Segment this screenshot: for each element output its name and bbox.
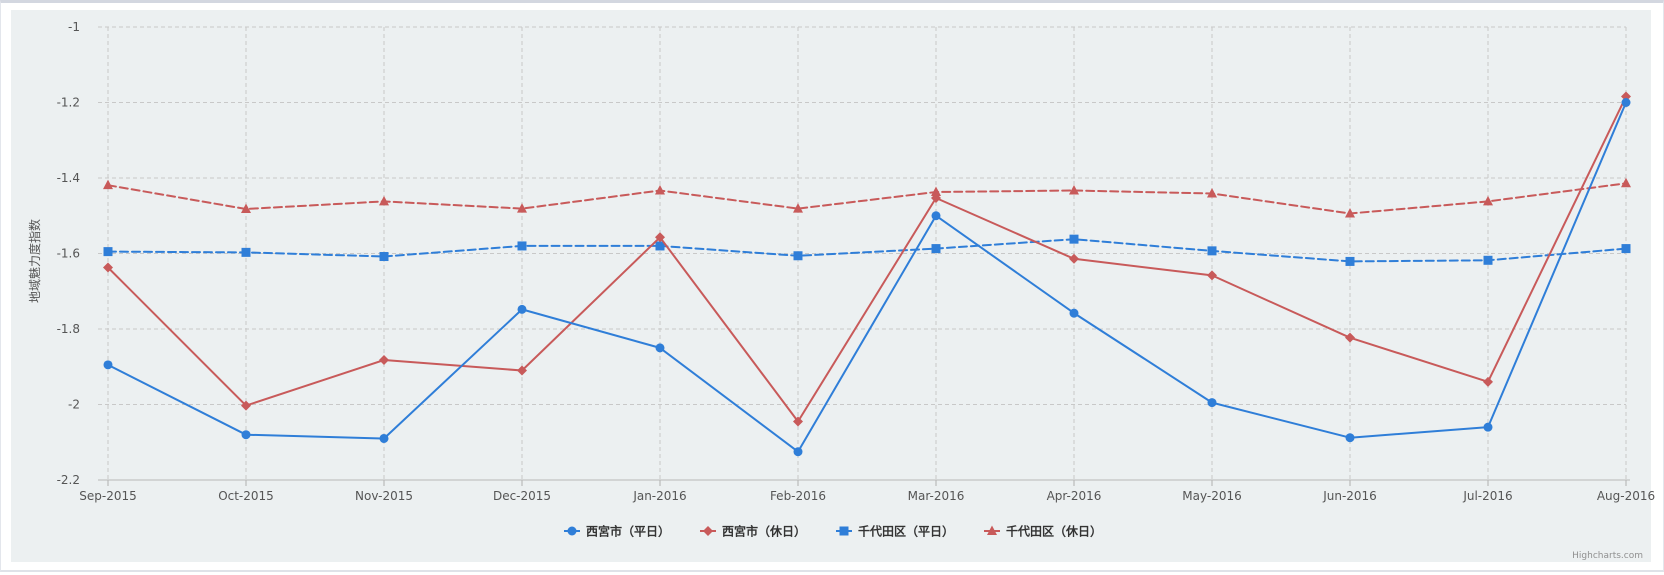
- data-point[interactable]: [1345, 332, 1355, 343]
- series-line[interactable]: [107, 95, 1627, 423]
- legend-marker-icon: [703, 526, 713, 536]
- data-point[interactable]: [1483, 422, 1493, 432]
- data-point[interactable]: [379, 195, 389, 206]
- data-point[interactable]: [1621, 98, 1631, 107]
- data-point[interactable]: [655, 184, 665, 195]
- series-3: [103, 177, 1631, 218]
- series-line[interactable]: [107, 101, 1627, 453]
- data-point[interactable]: [379, 354, 389, 365]
- axes: -1 -1.2 -1.4 -1.6 -1.8 -2 -2.2 Sep-2015 Oct-2015…: [57, 20, 1656, 503]
- data-point[interactable]: [241, 430, 251, 440]
- data-point[interactable]: [1069, 253, 1079, 264]
- data-point[interactable]: [103, 179, 113, 190]
- data-point[interactable]: [379, 252, 389, 262]
- data-point[interactable]: [379, 433, 389, 443]
- data-point[interactable]: [517, 241, 527, 251]
- data-point[interactable]: [241, 203, 251, 213]
- data-point[interactable]: [1345, 256, 1355, 266]
- y-tick-label: -2: [68, 398, 80, 412]
- data-point[interactable]: [241, 400, 251, 411]
- y-tick-label: -1.6: [57, 247, 80, 261]
- data-point[interactable]: [1207, 187, 1217, 198]
- y-tick-label: -1.4: [57, 171, 80, 185]
- x-tick-label: Jan-2016: [632, 489, 686, 503]
- x-tick-label: Apr-2016: [1047, 489, 1102, 503]
- series-0: [103, 98, 1631, 457]
- x-tick-label: Oct-2015: [218, 489, 274, 503]
- x-tick-label: Feb-2016: [770, 489, 826, 503]
- data-point[interactable]: [1621, 177, 1631, 188]
- data-point[interactable]: [103, 247, 113, 257]
- data-point[interactable]: [1483, 255, 1493, 265]
- x-tick-label: Jun-2016: [1322, 489, 1377, 503]
- data-point[interactable]: [931, 211, 941, 221]
- data-point[interactable]: [103, 262, 113, 273]
- data-point[interactable]: [655, 241, 665, 251]
- y-axis-title: 地域魅力度指数: [27, 219, 42, 303]
- data-point[interactable]: [931, 186, 941, 196]
- legend[interactable]: 西宮市（平日） 西宮市（休日） 千代田区（平日） 千代田区（休日）: [564, 524, 1102, 539]
- credits-link[interactable]: Highcharts.com: [1572, 551, 1643, 561]
- legend-marker-icon: [987, 525, 997, 535]
- legend-label: 千代田区（平日）: [858, 524, 954, 539]
- series-1: [103, 91, 1631, 427]
- series-2: [103, 234, 1631, 266]
- x-tick-label: May-2016: [1182, 489, 1241, 503]
- data-point[interactable]: [1207, 398, 1217, 408]
- data-point[interactable]: [517, 304, 527, 314]
- legend-item-2[interactable]: 千代田区（平日）: [836, 524, 954, 539]
- x-tick-label: Nov-2015: [355, 489, 413, 503]
- data-point[interactable]: [1621, 244, 1631, 254]
- data-point[interactable]: [1207, 270, 1217, 281]
- legend-label: 千代田区（休日）: [1006, 524, 1102, 539]
- chart-background: [11, 10, 1651, 562]
- series: [103, 91, 1631, 457]
- line-chart: -1 -1.2 -1.4 -1.6 -1.8 -2 -2.2 Sep-2015 Oct-2015…: [11, 10, 1656, 562]
- data-point[interactable]: [1069, 234, 1079, 244]
- data-point[interactable]: [1483, 376, 1493, 387]
- x-tick-label: Sep-2015: [79, 489, 137, 503]
- x-tick-label: Aug-2016: [1597, 489, 1655, 503]
- data-point[interactable]: [1069, 184, 1079, 195]
- x-tick-label: Jul-2016: [1462, 489, 1512, 503]
- data-point[interactable]: [103, 360, 113, 370]
- data-point[interactable]: [793, 251, 803, 261]
- data-point[interactable]: [1345, 207, 1355, 218]
- y-tick-label: -1.2: [57, 96, 80, 110]
- legend-item-1[interactable]: 西宮市（休日）: [700, 524, 806, 539]
- data-point[interactable]: [1345, 433, 1355, 443]
- data-point[interactable]: [1207, 246, 1217, 256]
- legend-marker-icon: [839, 526, 849, 536]
- data-point[interactable]: [931, 244, 941, 254]
- y-tick-label: -2.2: [57, 473, 80, 487]
- data-point[interactable]: [1069, 308, 1079, 318]
- legend-marker-icon: [567, 526, 577, 536]
- data-point[interactable]: [517, 203, 527, 213]
- series-line[interactable]: [107, 238, 1627, 263]
- data-point[interactable]: [1483, 195, 1493, 206]
- data-point[interactable]: [655, 343, 665, 353]
- data-point[interactable]: [793, 416, 803, 427]
- data-point[interactable]: [931, 193, 941, 204]
- legend-item-0[interactable]: 西宮市（平日）: [564, 524, 670, 539]
- data-point[interactable]: [655, 232, 665, 243]
- series-line[interactable]: [107, 182, 1627, 215]
- y-tick-label: -1.8: [57, 322, 80, 336]
- data-point[interactable]: [793, 447, 803, 457]
- legend-item-3[interactable]: 千代田区（休日）: [984, 524, 1102, 539]
- x-tick-label: Mar-2016: [908, 489, 965, 503]
- y-tick-label: -1: [68, 20, 80, 34]
- x-tick-label: Dec-2015: [493, 489, 551, 503]
- legend-label: 西宮市（平日）: [586, 524, 670, 539]
- data-point[interactable]: [793, 203, 803, 213]
- data-point[interactable]: [241, 247, 251, 257]
- legend-label: 西宮市（休日）: [722, 524, 806, 539]
- data-point[interactable]: [517, 365, 527, 376]
